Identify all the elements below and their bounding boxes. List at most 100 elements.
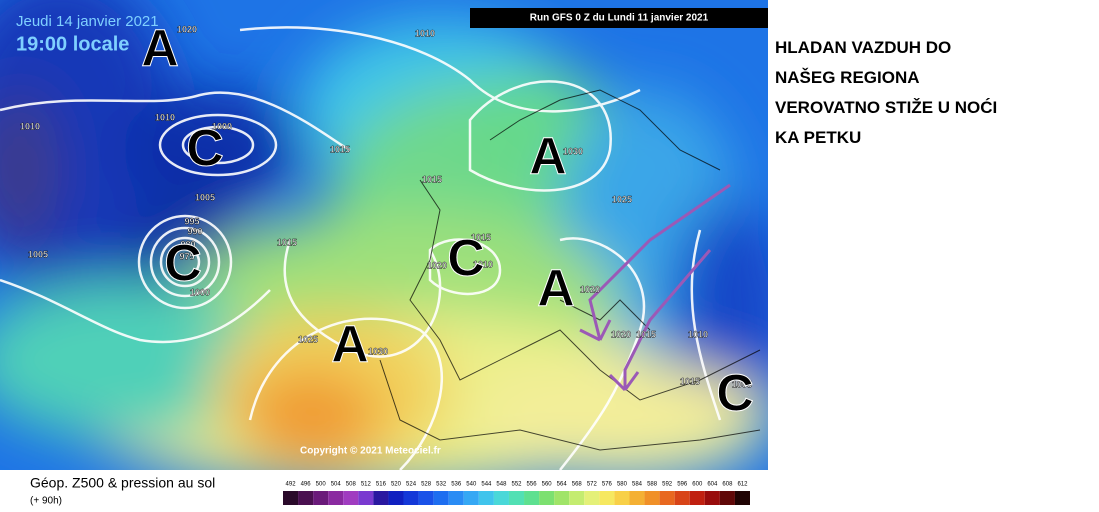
scale-label: 584 — [632, 482, 643, 488]
scale-swatch — [478, 491, 494, 505]
legend-title: Géop. Z500 & pression au sol — [30, 475, 215, 491]
scale-label: 612 — [737, 482, 748, 488]
scale-swatch — [463, 491, 479, 505]
isobar-label: 1025 — [612, 194, 632, 204]
scale-swatch — [358, 491, 374, 505]
scale-swatch — [734, 491, 750, 505]
run-label: Run GFS 0 Z du Lundi 11 janvier 2021 — [530, 13, 709, 24]
scale-swatch — [569, 491, 585, 505]
scale-label: 548 — [496, 482, 507, 488]
scale-swatch — [298, 491, 314, 505]
isobar-label: 1015 — [422, 174, 442, 184]
scale-label: 512 — [361, 482, 372, 488]
isobar-label: 1030 — [563, 146, 583, 156]
isobar-label: 995 — [184, 216, 199, 226]
scale-label: 552 — [511, 482, 522, 488]
scale-label: 544 — [481, 482, 492, 488]
scale-label: 568 — [572, 482, 583, 488]
scale-swatch — [704, 491, 720, 505]
isobar-label: 980 — [180, 239, 195, 249]
pressure-center: C — [164, 235, 202, 293]
isobar-label: 1015 — [277, 237, 297, 247]
isobar-label: 1015 — [680, 376, 700, 386]
caption-line: KA PETKU — [775, 128, 862, 147]
caption-line: NAŠEG REGIONA — [775, 68, 920, 87]
scale-swatch — [644, 491, 660, 505]
isobar-label: 1015 — [330, 144, 350, 154]
date-label: Jeudi 14 janvier 2021 — [16, 13, 159, 30]
run-bar — [470, 8, 768, 28]
scale-swatch — [539, 491, 555, 505]
legend-lead: (+ 90h) — [30, 496, 62, 507]
pressure-center: A — [331, 316, 369, 374]
scale-label: 492 — [286, 482, 297, 488]
scale-swatch — [313, 491, 329, 505]
scale-swatch — [584, 491, 600, 505]
arrows — [579, 183, 731, 392]
scale-swatch — [719, 491, 735, 505]
scale-label: 504 — [331, 482, 342, 488]
scale-swatch — [493, 491, 509, 505]
scale-label: 536 — [451, 482, 462, 488]
scale-label: 564 — [557, 482, 568, 488]
scale-label: 560 — [542, 482, 553, 488]
isobar-label: 990 — [187, 226, 202, 236]
isobar-label: 1020 — [580, 284, 600, 294]
isobar-label: 1010 — [20, 121, 40, 131]
pressure-center: A — [529, 128, 567, 186]
scale-label: 604 — [707, 482, 718, 488]
isobar-label: 1010 — [688, 329, 708, 339]
pressure-center: A — [537, 260, 575, 318]
scale-label: 572 — [587, 482, 598, 488]
scale-label: 588 — [647, 482, 658, 488]
scale-label: 516 — [376, 482, 387, 488]
scale-swatch — [674, 491, 690, 505]
scale-swatch — [599, 491, 615, 505]
scale-swatch — [373, 491, 389, 505]
isobar-lines — [0, 26, 722, 470]
isobar-label: 1000 — [212, 121, 232, 131]
caption-line: HLADAN VAZDUH DO — [775, 38, 952, 57]
isobar-label: 1020 — [427, 260, 447, 270]
scale-label: 556 — [527, 482, 538, 488]
scale-label: 496 — [301, 482, 312, 488]
time-label: 19:00 locale — [16, 33, 129, 55]
scale-label: 520 — [391, 482, 402, 488]
pressure-center: C — [716, 365, 754, 423]
isobar-label: 1020 — [177, 24, 197, 34]
isobar-label: 1010 — [155, 112, 175, 122]
scale-label: 576 — [602, 482, 613, 488]
scale-swatch — [524, 491, 540, 505]
isobar-label: 1025 — [298, 334, 318, 344]
isobar-label: 1015 — [471, 232, 491, 242]
scale-swatch — [629, 491, 645, 505]
coastlines — [379, 89, 761, 451]
isobar-label: 1015 — [636, 329, 656, 339]
isobar-label: 1005 — [28, 249, 48, 259]
isobar-label: 1005 — [195, 192, 215, 202]
map-field — [0, 0, 768, 470]
scale-label: 524 — [406, 482, 417, 488]
scale-label: 592 — [662, 482, 673, 488]
scale-swatch — [403, 491, 419, 505]
scale-label: 508 — [346, 482, 357, 488]
scale-swatch — [508, 491, 525, 505]
pressure-center: C — [186, 120, 224, 178]
scale-label: 528 — [421, 482, 432, 488]
scale-swatch — [448, 491, 464, 505]
scale-label: 580 — [617, 482, 628, 488]
scale-swatch — [343, 491, 359, 505]
scale-swatch — [689, 491, 705, 505]
isobar-label: 1000 — [190, 287, 210, 297]
scale-swatch — [328, 491, 344, 505]
scale-swatch — [283, 491, 299, 505]
scale-swatch — [659, 491, 675, 505]
scale-swatch — [554, 491, 570, 505]
isobar-label: 1010 — [415, 28, 435, 38]
scale-label: 596 — [677, 482, 688, 488]
copyright: Copyright © 2021 Meteociel.fr — [300, 446, 441, 457]
isobar-label: 1005 — [732, 379, 752, 389]
scale-swatch — [388, 491, 404, 505]
